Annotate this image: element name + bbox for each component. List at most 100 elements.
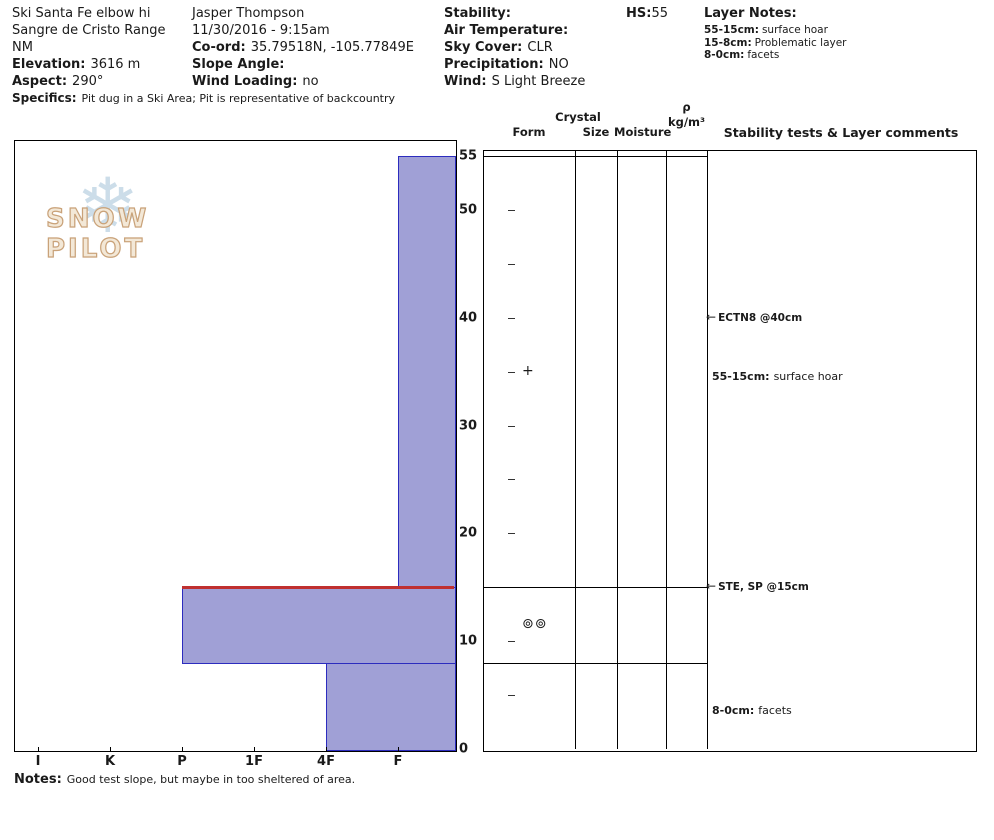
layer-note: 8-0cm: facets [704, 49, 847, 62]
crystal-header: Crystal [555, 110, 601, 124]
layer-note-range: 8-0cm: [704, 49, 745, 61]
size-column-header: Size [582, 125, 610, 139]
depth-tick-label: 0 [459, 741, 469, 757]
wind-value: S Light Breeze [491, 74, 586, 89]
wind-label: Wind: [444, 74, 487, 89]
hardness-tick-label: K [104, 754, 116, 769]
layer-note-range: 15-8cm: [704, 36, 752, 49]
layer-note-text: surface hoar [761, 24, 828, 36]
wind-loading-label: Wind Loading: [192, 74, 298, 89]
coord-label: Co-ord: [192, 40, 246, 55]
form-depth-tick [508, 210, 515, 211]
form-depth-tick [508, 479, 515, 480]
layer-boundary-line [484, 663, 707, 664]
density-symbol: ρ [682, 100, 691, 114]
notes-line: Notes: Good test slope, but maybe in too … [14, 768, 355, 787]
weather-info: Stability: Air Temperature: Sky Cover: CL… [444, 5, 585, 90]
snow-layer-bar [182, 587, 456, 664]
density-unit: kg/m³ [667, 115, 706, 129]
snowflake-icon: ❄ [76, 161, 140, 250]
depth-tick-label: 20 [459, 525, 478, 541]
site-range: Sangre de Cristo Range [12, 23, 166, 38]
sky-cover-line: Sky Cover: CLR [444, 39, 585, 56]
panel-column-divider [617, 151, 618, 749]
hardness-tick-label: 1F [245, 754, 263, 769]
aspect-value: 290° [72, 74, 104, 89]
hardness-axis-tick [398, 747, 399, 751]
hardness-axis-tick [254, 747, 255, 751]
layer-note-range: 55-15cm: [704, 24, 759, 36]
elevation-line: Elevation: 3616 m [12, 56, 395, 73]
wind-line: Wind: S Light Breeze [444, 73, 585, 90]
precipitation-value: NO [548, 57, 569, 72]
hardness-axis-tick [38, 747, 39, 751]
specifics-label: Specifics: [12, 91, 77, 105]
layer-comment: 8-0cm: facets [712, 704, 792, 717]
wind-loading-line: Wind Loading: no [192, 73, 414, 90]
aspect-label: Aspect: [12, 74, 68, 89]
depth-tick-label: 10 [459, 633, 478, 649]
hardness-axis-tick [182, 747, 183, 751]
moisture-column-header: Moisture [614, 125, 672, 139]
form-depth-tick [508, 533, 515, 534]
depth-tick-label: 30 [459, 418, 478, 434]
panel-column-divider [707, 151, 708, 749]
layer-notes-title: Layer Notes: [704, 6, 797, 21]
layer-note-text: Problematic layer [754, 36, 847, 49]
crystal-panel: + ⊚⊚ ← ECTN8 @40cm ← STE, SP @15cm 55-15cm: sur… [483, 150, 977, 752]
stability-line: Stability: [444, 5, 585, 22]
panel-column-divider [575, 151, 576, 749]
air-temp-label: Air Temperature: [444, 23, 569, 38]
layer-note: 15-8cm: Problematic layer [704, 37, 847, 50]
aspect-line: Aspect: 290° [12, 73, 395, 90]
depth-tick-label: 55 [459, 148, 478, 164]
arrow-left-icon: ← [706, 579, 717, 593]
layer-comment: 55-15cm: surface hoar [712, 370, 843, 383]
form-depth-tick [508, 695, 515, 696]
snow-layer-bar [398, 156, 456, 589]
observer-info: Jasper Thompson 11/30/2016 - 9:15am Co-o… [192, 5, 414, 90]
depth-axis: 0 10 20 30 40 50 55 [459, 141, 485, 757]
slope-angle-line: Slope Angle: [192, 56, 414, 73]
air-temp-line: Air Temperature: [444, 22, 585, 39]
site-name: Ski Santa Fe elbow hi [12, 6, 151, 21]
elevation-label: Elevation: [12, 57, 86, 72]
coord-line: Co-ord: 35.79518N, -105.77849E [192, 39, 414, 56]
crystal-form-symbol: ⊚⊚ [522, 616, 548, 632]
comments-column-header: Stability tests & Layer comments [723, 125, 959, 140]
layer-comment-range: 55-15cm: [712, 370, 770, 383]
layer-comment-range: 8-0cm: [712, 704, 755, 717]
stability-test: ← ECTN8 @40cm [706, 310, 802, 324]
elevation-value: 3616 m [90, 57, 141, 72]
form-depth-tick [508, 641, 515, 642]
coord-value: 35.79518N, -105.77849E [250, 40, 414, 55]
stability-label: Stability: [444, 6, 511, 21]
observer-name: Jasper Thompson [192, 6, 305, 21]
wind-loading-value: no [302, 74, 319, 89]
specifics-value: Pit dug in a Ski Area; Pit is representa… [81, 92, 396, 105]
panel-column-divider [666, 151, 667, 749]
snow-layer-bar [326, 663, 456, 751]
notes-text: Good test slope, but maybe in too shelte… [66, 773, 356, 786]
form-depth-tick [508, 264, 515, 265]
precipitation-line: Precipitation: NO [444, 56, 585, 73]
hardness-tick-label: F [393, 754, 403, 769]
site-info: Ski Santa Fe elbow hi Sangre de Cristo R… [12, 5, 395, 107]
specifics-line: Specifics: Pit dug in a Ski Area; Pit is … [12, 90, 395, 107]
hardness-axis-tick [110, 747, 111, 751]
snow-height-line: HS:55 [626, 5, 668, 22]
pit-datetime: 11/30/2016 - 9:15am [192, 23, 330, 38]
stability-test-label: STE, SP @15cm [718, 581, 809, 593]
layer-notes: Layer Notes: 55-15cm: surface hoar 15-8cm… [704, 5, 847, 62]
form-column-header: Form [512, 125, 546, 139]
hardness-tick-label: I [35, 754, 41, 769]
layer-boundary-line [484, 587, 707, 588]
layer-comment-text: surface hoar [773, 370, 843, 383]
watermark-text: SNOW PILOT [45, 203, 150, 264]
hardness-tick-label: 4F [317, 754, 335, 769]
arrow-left-icon: ← [706, 310, 717, 324]
hs-label: HS: [626, 6, 652, 21]
depth-tick-label: 50 [459, 202, 478, 218]
layer-comment-text: facets [758, 704, 792, 717]
hardness-axis-tick [326, 747, 327, 751]
